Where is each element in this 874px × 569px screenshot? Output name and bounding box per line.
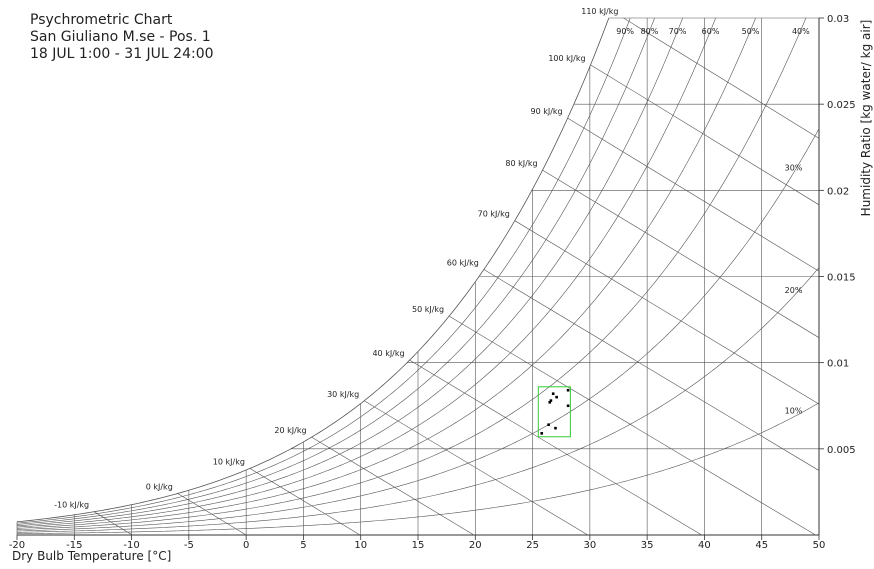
data-point: [555, 395, 558, 399]
rh-curve-label: 30%: [785, 163, 803, 172]
enthalpy-line: [364, 400, 588, 536]
x-tick-label: -5: [184, 540, 194, 551]
x-tick-label: 45: [755, 540, 768, 551]
y-tick-label: 0.005: [827, 445, 856, 456]
data-points: [540, 388, 570, 435]
enthalpy-label: 80 kJ/kg: [505, 159, 537, 168]
comfort-zone: [537, 386, 571, 438]
rh-curve: [16, 128, 820, 532]
enthalpy-label: -10 kJ/kg: [54, 501, 89, 510]
enthalpy-line: [177, 493, 247, 536]
rh-curve-label: 90%: [616, 27, 634, 36]
enthalpy-label: 50 kJ/kg: [412, 305, 444, 314]
x-tick-label: -20: [9, 540, 25, 551]
x-tick-label: 5: [300, 540, 306, 551]
chart-curves: [16, 17, 820, 536]
data-point: [551, 392, 555, 395]
saturation-curve: [16, 17, 610, 523]
comfort-zone-rect: [537, 386, 571, 438]
rh-curve: [16, 17, 655, 525]
chart-title-block: Psychrometric Chart San Giuliano M.se - …: [30, 12, 214, 63]
rh-curve: [16, 17, 807, 531]
rh-curve: [16, 17, 756, 529]
chart-title: Psychrometric Chart: [30, 12, 173, 28]
rh-curve: [16, 17, 631, 524]
enthalpy-line: [623, 17, 820, 139]
data-point: [554, 426, 557, 430]
rh-curve-label: 20%: [785, 286, 803, 295]
y-tick-label: 0.01: [827, 359, 849, 370]
enthalpy-line: [567, 117, 820, 272]
enthalpy-label: 60 kJ/kg: [447, 259, 479, 268]
enthalpy-line: [448, 315, 816, 536]
x-tick-label: -15: [66, 540, 82, 551]
x-tick-label: 15: [412, 540, 425, 551]
y-tick-label: 0.03: [827, 14, 849, 25]
enthalpy-label: 100 kJ/kg: [548, 54, 585, 63]
enthalpy-label: 30 kJ/kg: [327, 390, 359, 399]
rh-curve-label: 10%: [785, 406, 803, 415]
enthalpy-line: [93, 511, 133, 536]
chart-subtitle-period: 18 JUL 1:00 - 31 JUL 24:00: [30, 46, 214, 62]
data-point: [566, 404, 570, 408]
chart-labels: -20 -15 -10 -5 0 5 10 15 20 25 30 35 40 45 50 0.005 0.01…: [9, 7, 856, 551]
y-tick-label: 0.02: [827, 186, 849, 197]
rh-curve: [16, 17, 683, 527]
enthalpy-line: [249, 468, 361, 536]
rh-curve: [16, 402, 820, 534]
data-point: [548, 401, 552, 404]
x-tick-label: 50: [813, 540, 826, 551]
enthalpy-label: 20 kJ/kg: [274, 426, 306, 435]
data-point: [566, 388, 570, 392]
enthalpy-label: 40 kJ/kg: [372, 349, 404, 358]
enthalpy-line: [409, 359, 702, 536]
enthalpy-label: 10 kJ/kg: [213, 457, 245, 466]
y-tick-label: 0.015: [827, 273, 856, 284]
x-axis-label: Dry Bulb Temperature [°C]: [12, 549, 172, 563]
enthalpy-line: [514, 220, 820, 405]
data-point: [547, 423, 550, 427]
rh-curve-label: 80%: [641, 27, 659, 36]
y-tick-label: 0.025: [827, 100, 856, 111]
rh-curve-label: 70%: [669, 27, 687, 36]
enthalpy-label: 110 kJ/kg: [581, 7, 618, 16]
x-tick-label: 30: [583, 540, 596, 551]
data-point: [549, 399, 553, 402]
rh-curve-label: 60%: [702, 27, 720, 36]
enthalpy-label: 0 kJ/kg: [146, 482, 173, 491]
enthalpy-line: [590, 64, 820, 206]
rh-curve-label: 40%: [792, 27, 810, 36]
rh-curve: [16, 17, 716, 528]
x-tick-label: 35: [641, 540, 654, 551]
x-tick-label: 10: [354, 540, 367, 551]
x-tick-label: 40: [698, 540, 711, 551]
chart-grid: [16, 17, 824, 540]
y-axis-label: Humidity Ratio [kg water/ kg air]: [859, 19, 873, 217]
enthalpy-line: [311, 436, 475, 536]
enthalpy-label: 70 kJ/kg: [478, 210, 510, 219]
x-tick-label: 20: [469, 540, 482, 551]
chart-subtitle-site: San Giuliano M.se - Pos. 1: [30, 29, 211, 45]
enthalpy-line: [483, 269, 820, 471]
enthalpy-line: [542, 169, 820, 338]
enthalpy-label: 90 kJ/kg: [531, 107, 563, 116]
x-tick-label: -10: [123, 540, 139, 551]
x-tick-label: 25: [526, 540, 539, 551]
data-point: [540, 432, 544, 435]
x-tick-label: 0: [243, 540, 249, 551]
rh-curve-label: 50%: [742, 27, 760, 36]
